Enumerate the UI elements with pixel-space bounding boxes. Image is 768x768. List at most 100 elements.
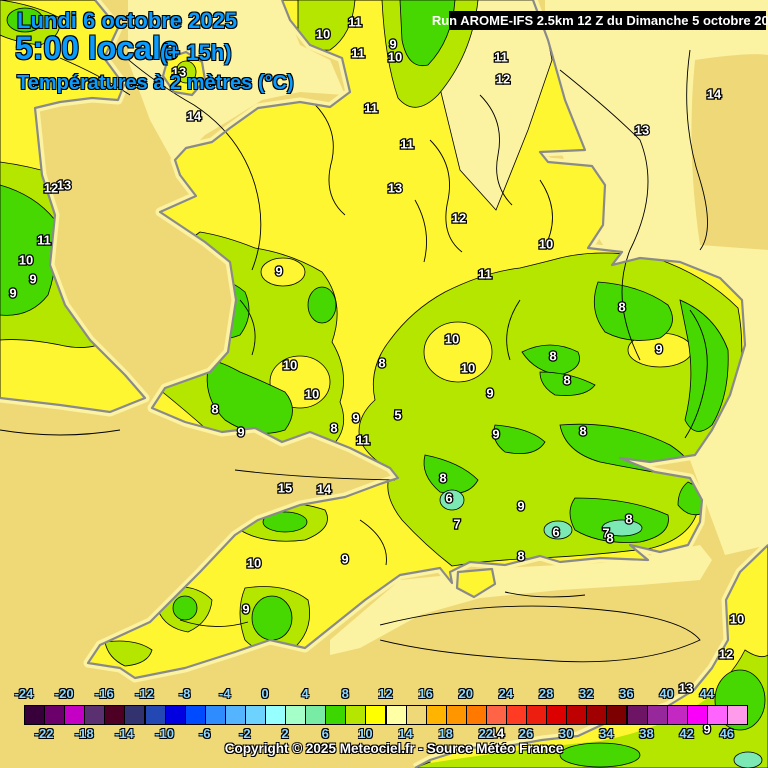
map-temp-label: 12 — [452, 211, 466, 226]
map-temp-label: 9 — [703, 722, 710, 737]
scale-swatch — [184, 705, 206, 725]
scale-tick-label: -18 — [74, 726, 94, 741]
scale-tick-label: 14 — [398, 726, 413, 741]
scale-swatch — [144, 705, 166, 725]
scale-swatch — [325, 705, 347, 725]
scale-tick-label: 20 — [458, 686, 473, 701]
scale-tick-label: 32 — [579, 686, 594, 701]
scale-swatch — [566, 705, 588, 725]
scale-swatch — [104, 705, 126, 725]
map-temp-label: 10 — [19, 253, 33, 268]
scale-tick-label: 40 — [659, 686, 674, 701]
map-temp-label: 8 — [378, 356, 385, 371]
scale-swatch — [465, 705, 487, 725]
scale-swatch — [265, 705, 287, 725]
map-temp-label: 8 — [439, 471, 446, 486]
copyright-text: Copyright © 2025 Meteociel.fr - Source M… — [224, 741, 564, 756]
map-temp-label: 14 — [707, 87, 722, 102]
map-temp-label: 8 — [549, 349, 556, 364]
map-temp-label: 10 — [316, 27, 330, 42]
date-label: Lundi 6 octobre 2025 — [17, 8, 238, 33]
forecast-offset-label: (+ 15h) — [160, 40, 232, 65]
map-temp-label: 11 — [400, 137, 414, 152]
scale-swatch — [626, 705, 648, 725]
map-temp-label: 13 — [679, 681, 693, 696]
map-temp-label: 9 — [517, 499, 524, 514]
scale-tick-label: 16 — [418, 686, 433, 701]
map-temp-label: 12 — [44, 181, 58, 196]
map-temp-label: 6 — [445, 491, 452, 506]
scale-swatch — [365, 705, 387, 725]
scale-swatch — [546, 705, 568, 725]
map-temp-label: 13 — [635, 123, 649, 138]
map-temp-label: 14 — [317, 482, 332, 497]
map-temp-label: 13 — [388, 181, 402, 196]
scale-swatch — [686, 705, 708, 725]
temperature-color-scale — [24, 705, 748, 725]
scale-swatch — [706, 705, 728, 725]
scale-tick-label: 2 — [281, 726, 289, 741]
model-run-banner: Run AROME-IFS 2.5km 12 Z du Dimanche 5 o… — [431, 11, 768, 30]
map-temp-label: 11 — [348, 15, 362, 30]
map-temp-label: 11 — [478, 267, 492, 282]
scale-swatch — [244, 705, 266, 725]
map-temp-label: 12 — [496, 72, 510, 87]
map-temp-label: 9 — [341, 552, 348, 567]
map-temp-label: 11 — [364, 101, 378, 116]
scale-tick-label: 8 — [341, 686, 349, 701]
map-temp-label: 9 — [389, 37, 396, 52]
map-temp-label: 10 — [461, 361, 475, 376]
map-temp-label: 8 — [563, 373, 570, 388]
map-temp-label: 11 — [37, 233, 51, 248]
scale-tick-label: 0 — [261, 686, 269, 701]
map-temp-label: 9 — [9, 286, 16, 301]
scale-tick-label: 42 — [679, 726, 694, 741]
scale-swatch — [425, 705, 447, 725]
time-label: 5:00 locale — [15, 30, 179, 66]
map-temp-label: 10 — [445, 332, 459, 347]
scale-tick-label: 12 — [378, 686, 393, 701]
scale-tick-label: -4 — [219, 686, 231, 701]
map-temp-label: 10 — [305, 387, 319, 402]
scale-tick-label: 38 — [639, 726, 654, 741]
map-temp-label: 10 — [283, 358, 297, 373]
scale-swatch — [345, 705, 367, 725]
scale-tick-label: 18 — [438, 726, 453, 741]
map-temp-label: 9 — [655, 342, 662, 357]
map-temp-label: 9 — [352, 411, 359, 426]
scale-swatch — [124, 705, 146, 725]
scale-tick-label: -14 — [114, 726, 134, 741]
map-temp-label: 9 — [275, 264, 282, 279]
scale-tick-label: 26 — [518, 726, 534, 741]
sea-warm-east-patch — [691, 54, 768, 250]
scale-tick-label: -8 — [178, 686, 191, 701]
map-temp-label: 7 — [453, 517, 460, 532]
map-temp-label: 8 — [330, 421, 337, 436]
map-temp-label: 15 — [278, 481, 292, 496]
map-temp-label: 14 — [490, 726, 505, 741]
scale-swatch — [204, 705, 226, 725]
map-temp-label: 8 — [579, 424, 586, 439]
map-temp-label: 10 — [247, 556, 261, 571]
scale-swatch — [726, 705, 748, 725]
scale-swatch — [445, 705, 467, 725]
map-temp-label: 9 — [486, 386, 493, 401]
scale-swatch — [506, 705, 528, 725]
scale-swatch — [586, 705, 608, 725]
scale-swatch — [24, 705, 46, 725]
scale-tick-label: 44 — [699, 686, 714, 701]
scale-tick-label: 34 — [599, 726, 614, 741]
scale-swatch — [526, 705, 548, 725]
map-temp-label: 8 — [606, 531, 613, 546]
scale-swatch — [64, 705, 86, 725]
scale-swatch — [84, 705, 106, 725]
scale-swatch — [164, 705, 186, 725]
scale-tick-label: 4 — [301, 686, 309, 701]
scale-swatch — [44, 705, 66, 725]
map-temp-label: 8 — [625, 512, 632, 527]
map-temp-label: 11 — [351, 46, 365, 61]
map-temp-label: 10 — [388, 50, 402, 65]
